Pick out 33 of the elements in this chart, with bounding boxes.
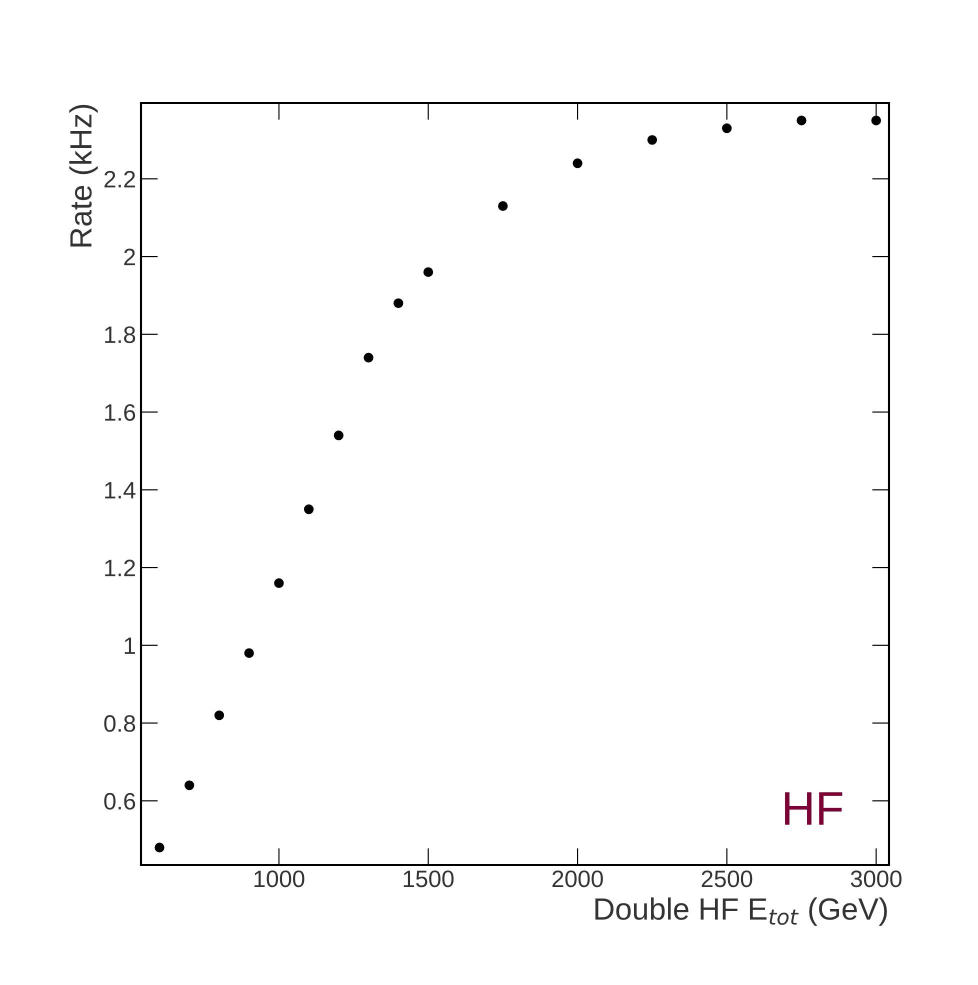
- point: [364, 352, 374, 363]
- point: [394, 298, 404, 308]
- y-tick-label: 2.2: [104, 170, 135, 188]
- point: [154, 842, 164, 852]
- x-tick-label: 1500: [404, 870, 454, 888]
- y-tick-label: 2: [124, 248, 135, 266]
- y-tick-label: 1: [124, 638, 135, 654]
- y-tick-label: 1.2: [105, 560, 135, 576]
- x-tick-label: 1000: [254, 870, 304, 888]
- x-axis-title: Double HF E$_{tot}$ (GeV): [595, 897, 887, 926]
- point: [572, 158, 582, 168]
- x-tick-label: 2500: [702, 870, 752, 888]
- point: [423, 267, 434, 277]
- y-tick-label: 1.4: [105, 482, 136, 498]
- point: [722, 123, 732, 134]
- y-tick-label: 1.8: [105, 326, 136, 344]
- y-tick-label: 0.8: [104, 715, 136, 732]
- point: [647, 135, 658, 145]
- point: [796, 116, 806, 126]
- point: [214, 710, 224, 720]
- y-axis-title: Rate (kHz): [69, 104, 98, 246]
- y-tick-label: 1.6: [105, 404, 136, 421]
- x-tick-label: 2000: [552, 870, 603, 888]
- point: [244, 648, 254, 658]
- x-tick-label: 3000: [850, 870, 902, 888]
- point: [304, 504, 314, 514]
- annotation: HF: [785, 792, 842, 825]
- y-tick-label: 0.6: [104, 792, 136, 810]
- point: [871, 116, 882, 126]
- point: [274, 578, 284, 588]
- point: [498, 201, 508, 211]
- point: [334, 430, 344, 440]
- point: [184, 780, 194, 790]
